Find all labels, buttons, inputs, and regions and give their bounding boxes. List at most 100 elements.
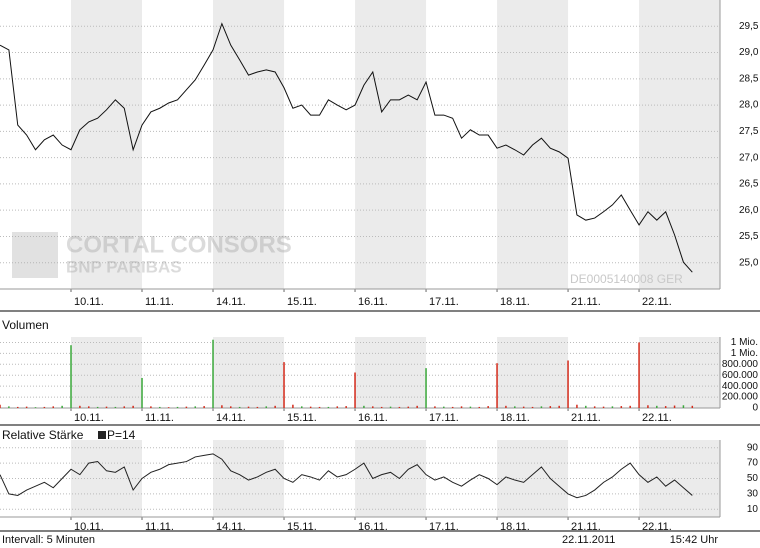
panel-title: Relative Stärke (2, 428, 84, 442)
x-tick-label: 22.11. (642, 412, 672, 424)
volume-bar (17, 406, 19, 408)
volume-bar (61, 405, 63, 408)
volume-bar (354, 372, 356, 408)
day-band (639, 0, 720, 289)
volume-bar (487, 406, 489, 408)
volume-bar (105, 406, 108, 408)
volume-bar (576, 404, 578, 408)
x-tick-label: 18.11. (500, 521, 530, 533)
volume-bar (230, 406, 232, 408)
x-tick-label: 21.11. (571, 521, 601, 533)
isin-annotation: DE0005140008 GER (570, 272, 683, 286)
price-line (0, 22, 693, 273)
x-tick-label: 11.11. (145, 296, 174, 308)
volume-bar (96, 406, 99, 408)
plots: 10.11. 11.11. 14.11. 15.11. 16.11. 17.11. 18.1… (0, 0, 759, 533)
volume-bar (478, 406, 481, 408)
volume-bar (389, 406, 392, 408)
day-band (639, 440, 720, 517)
watermark-text: BNP PARIBAS (66, 257, 182, 276)
volume-bar (123, 406, 126, 408)
volume-bar (70, 345, 72, 408)
y-tick-label: 50 (747, 473, 759, 484)
panel: 10.11. 11.11. 14.11. 15.11. 16.11. 17.11. 18.1… (0, 0, 759, 308)
panel-title: Volumen (2, 318, 49, 332)
x-tick-label: 22.11. (642, 296, 672, 308)
y-tick-label: 400.000 (722, 381, 759, 392)
y-tick-label: 29,0 (739, 47, 759, 58)
volume-bar (514, 406, 516, 408)
volume-bar (647, 405, 649, 408)
volume-bar (522, 406, 525, 408)
volume-bar (8, 406, 10, 408)
volume-bar (274, 405, 276, 408)
x-tick-label: 16.11. (358, 296, 388, 308)
volume-bar (585, 405, 587, 408)
volume-bar (611, 406, 614, 408)
volume-bar (664, 406, 667, 408)
volume-bar (673, 405, 676, 408)
y-tick-label: 800.000 (722, 359, 759, 370)
x-tick-label: 18.11. (500, 412, 530, 424)
volume-bar (79, 405, 81, 408)
y-tick-label: 29,5 (739, 21, 759, 32)
y-tick-label: 28,5 (739, 73, 759, 84)
volume-bar (167, 407, 170, 408)
x-tick-label: 14.11. (216, 412, 246, 424)
footer-date: 22.11.2011 (562, 534, 615, 546)
volume-bar (318, 406, 321, 408)
footer-interval: Intervall: 5 Minuten (2, 534, 95, 546)
y-tick-label: 1 Mio. (731, 348, 758, 359)
day-band (213, 337, 285, 408)
volume-bar (434, 406, 436, 408)
volume-bar (593, 406, 596, 408)
volume-bar (88, 406, 90, 408)
x-tick-label: 17.11. (429, 296, 459, 308)
volume-bar (194, 406, 197, 408)
volume-bar (25, 406, 28, 408)
volume-bar (425, 368, 427, 408)
y-tick-label: 27,5 (739, 126, 759, 137)
volume-bar (451, 406, 454, 408)
watermark-logo (12, 232, 58, 278)
volume-bar (336, 406, 339, 408)
volume-bar (212, 339, 214, 408)
watermark: CORTAL CONSORS BNP PARIBAS (12, 231, 292, 278)
x-tick-label: 15.11. (287, 412, 317, 424)
volume-bar (309, 406, 312, 408)
volume-bar (496, 363, 498, 408)
y-tick-label: 90 (747, 442, 759, 453)
volume-bar (620, 406, 623, 408)
x-tick-label: 10.11. (74, 412, 104, 424)
y-tick-label: 200.000 (722, 392, 759, 403)
volume-bar (176, 406, 179, 408)
volume-bar (443, 406, 445, 408)
volume-bar (141, 377, 143, 408)
volume-bar (558, 405, 560, 408)
panel: 10.11. 11.11. 14.11. 15.11. 16.11. 17.11. 18.1… (0, 337, 758, 424)
x-tick-label: 11.11. (145, 521, 174, 533)
footer-time: 15:42 Uhr (670, 534, 719, 546)
y-tick-label: 1 Mio. (731, 337, 758, 348)
volume-bar (691, 405, 694, 408)
volume-bar (416, 405, 418, 408)
price-line (0, 453, 693, 499)
volume-bar (0, 404, 1, 408)
x-tick-label: 10.11. (74, 296, 104, 308)
volume-bar (398, 406, 401, 408)
volume-bar (407, 406, 410, 408)
x-tick-label: 14.11. (216, 521, 246, 533)
y-tick-label: 70 (747, 458, 759, 469)
volume-bar (203, 406, 205, 408)
volume-bar (265, 406, 268, 408)
x-tick-label: 15.11. (287, 296, 317, 308)
volume-bar (221, 405, 223, 408)
x-tick-label: 22.11. (642, 521, 672, 533)
volume-bar (656, 405, 658, 408)
x-tick-label: 21.11. (571, 296, 601, 308)
volume-bar (150, 406, 152, 408)
day-band (355, 0, 427, 289)
volume-bar (159, 406, 161, 408)
volume-bar (380, 406, 383, 408)
